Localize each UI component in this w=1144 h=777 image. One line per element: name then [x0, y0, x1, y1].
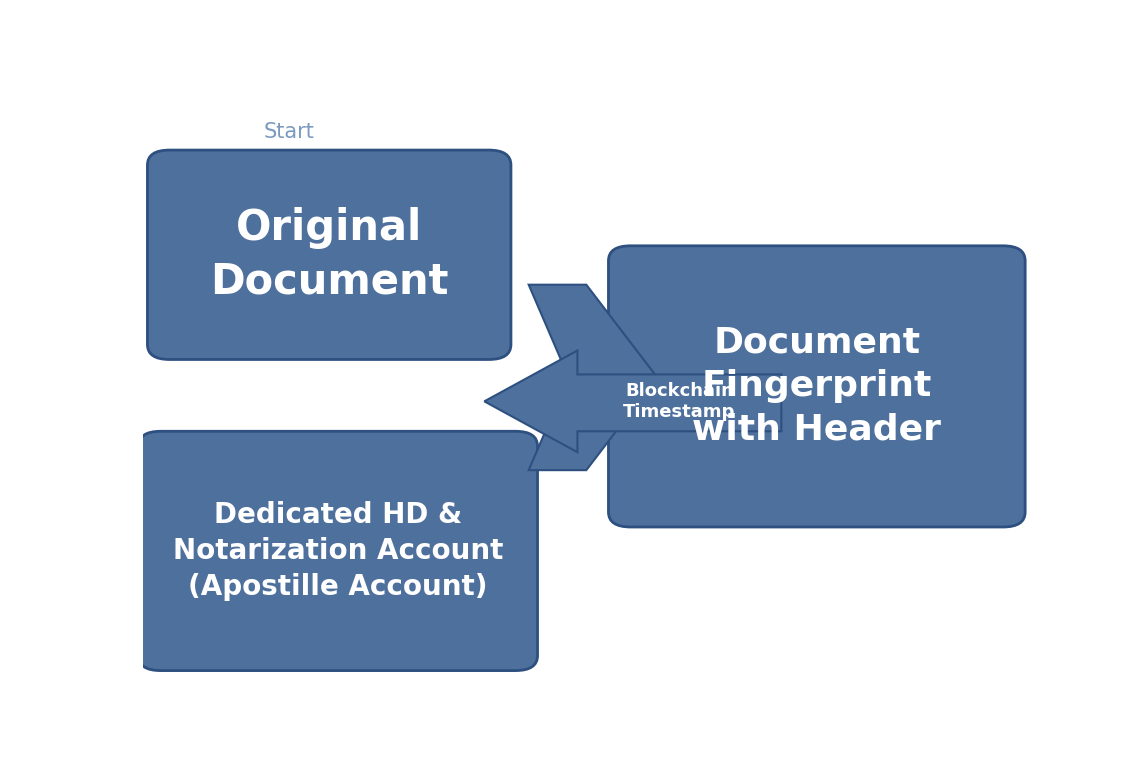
FancyBboxPatch shape [138, 431, 538, 671]
Text: Original
Document: Original Document [210, 207, 448, 302]
FancyBboxPatch shape [609, 246, 1025, 527]
Text: Blockchain
Timestamp: Blockchain Timestamp [623, 382, 736, 421]
FancyBboxPatch shape [148, 150, 511, 360]
Text: Document
Fingerprint
with Header: Document Fingerprint with Header [692, 326, 942, 447]
Text: Start: Start [264, 122, 315, 142]
Text: Dedicated HD &
Notarization Account
(Apostille Account): Dedicated HD & Notarization Account (Apo… [173, 501, 503, 601]
Polygon shape [529, 284, 657, 470]
Polygon shape [484, 350, 781, 452]
